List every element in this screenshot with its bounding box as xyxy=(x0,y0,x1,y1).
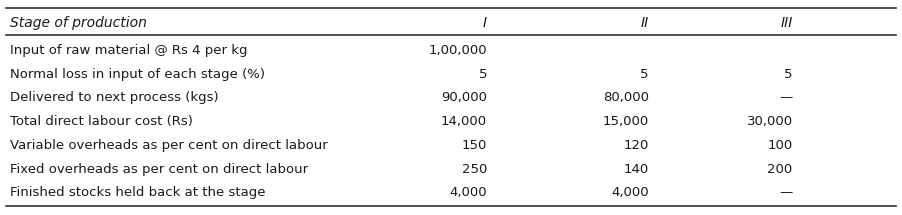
Text: 5: 5 xyxy=(478,68,487,81)
Text: —: — xyxy=(779,186,793,199)
Text: Finished stocks held back at the stage: Finished stocks held back at the stage xyxy=(11,186,266,199)
Text: 5: 5 xyxy=(640,68,649,81)
Text: —: — xyxy=(779,91,793,104)
Text: 1,00,000: 1,00,000 xyxy=(428,44,487,57)
Text: Stage of production: Stage of production xyxy=(11,16,147,30)
Text: Total direct labour cost (Rs): Total direct labour cost (Rs) xyxy=(11,115,193,128)
Text: I: I xyxy=(483,16,487,30)
Text: 140: 140 xyxy=(623,163,649,175)
Text: Delivered to next process (kgs): Delivered to next process (kgs) xyxy=(11,91,219,104)
Text: Input of raw material @ Rs 4 per kg: Input of raw material @ Rs 4 per kg xyxy=(11,44,248,57)
Text: Fixed overheads as per cent on direct labour: Fixed overheads as per cent on direct la… xyxy=(11,163,308,175)
Text: 80,000: 80,000 xyxy=(603,91,649,104)
Text: Variable overheads as per cent on direct labour: Variable overheads as per cent on direct… xyxy=(11,139,328,152)
Text: 4,000: 4,000 xyxy=(612,186,649,199)
Text: 90,000: 90,000 xyxy=(441,91,487,104)
Text: II: II xyxy=(640,16,649,30)
Text: 15,000: 15,000 xyxy=(603,115,649,128)
Text: 200: 200 xyxy=(768,163,793,175)
Text: 150: 150 xyxy=(462,139,487,152)
Text: 100: 100 xyxy=(768,139,793,152)
Text: 4,000: 4,000 xyxy=(449,186,487,199)
Text: 5: 5 xyxy=(784,68,793,81)
Text: III: III xyxy=(780,16,793,30)
Text: 250: 250 xyxy=(462,163,487,175)
Text: Normal loss in input of each stage (%): Normal loss in input of each stage (%) xyxy=(11,68,265,81)
Text: 14,000: 14,000 xyxy=(441,115,487,128)
Text: 30,000: 30,000 xyxy=(747,115,793,128)
Text: 120: 120 xyxy=(623,139,649,152)
